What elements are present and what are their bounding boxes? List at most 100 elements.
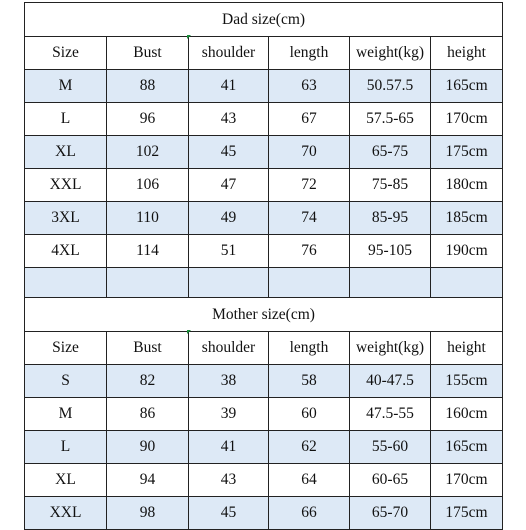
header-height: height (430, 331, 503, 365)
cell-bust: 102 (106, 135, 189, 169)
header-shoulder: shoulder (188, 36, 269, 70)
cell-height: 170cm (430, 463, 503, 497)
cell-bust: 110 (106, 201, 189, 235)
header-length: length (268, 331, 350, 365)
mother-table-title: Mother size(cm) (24, 297, 503, 332)
header-height: height (429, 36, 504, 70)
cell-length: 62 (268, 430, 350, 464)
cell-length: 72 (268, 168, 350, 202)
header-shoulder: shoulder (188, 331, 269, 365)
cell-weight (349, 267, 431, 299)
cell-height: 175cm (430, 496, 503, 530)
cell-weight: 95-105 (349, 234, 431, 268)
cell-height (429, 267, 504, 299)
table-row: XL 94 43 64 60-65 170cm (24, 463, 503, 497)
dad-header-row: Size Bust shoulder length weight(kg) hei… (24, 36, 504, 70)
cell-shoulder: 41 (188, 69, 269, 103)
table-row: XXL 98 45 66 65-70 175cm (24, 496, 503, 530)
cell-size: XXL (24, 168, 107, 202)
table-row: 4XL 114 51 76 95-105 190cm (24, 234, 504, 268)
cell-height: 185cm (429, 201, 504, 235)
cell-size (24, 267, 107, 299)
dad-table-title: Dad size(cm) (23, 2, 504, 37)
header-length: length (268, 36, 350, 70)
cell-weight: 65-75 (349, 135, 431, 169)
cell-weight: 75-85 (349, 168, 431, 202)
header-size: Size (24, 331, 107, 365)
cell-length: 64 (268, 463, 350, 497)
cell-shoulder: 49 (188, 201, 269, 235)
cell-length: 60 (268, 397, 350, 431)
cell-weight: 85-95 (349, 201, 431, 235)
cell-shoulder: 41 (188, 430, 269, 464)
cell-bust: 86 (106, 397, 189, 431)
cell-bust (106, 267, 189, 299)
cell-bust: 98 (106, 496, 189, 530)
cell-weight: 60-65 (349, 463, 431, 497)
cell-size: XL (24, 463, 107, 497)
table-row: XXL 106 47 72 75-85 180cm (24, 168, 504, 202)
cell-height: 160cm (430, 397, 503, 431)
header-weight: weight(kg) (349, 331, 431, 365)
cell-size: M (24, 69, 107, 103)
cell-shoulder: 38 (188, 364, 269, 398)
table-row-empty (24, 267, 504, 299)
cell-size: 4XL (24, 234, 107, 268)
table-row: XL 102 45 70 65-75 175cm (24, 135, 504, 169)
table-row: L 90 41 62 55-60 165cm (24, 430, 503, 464)
cell-shoulder: 51 (188, 234, 269, 268)
cell-shoulder: 39 (188, 397, 269, 431)
cell-weight: 40-47.5 (349, 364, 431, 398)
cell-shoulder: 43 (188, 102, 269, 136)
cell-size: XXL (24, 496, 107, 530)
cell-height: 190cm (429, 234, 504, 268)
cell-height: 170cm (429, 102, 504, 136)
cell-height: 165cm (430, 430, 503, 464)
cell-length: 74 (268, 201, 350, 235)
cell-weight: 50.57.5 (349, 69, 431, 103)
header-bust: Bust (106, 36, 189, 70)
cell-length: 63 (268, 69, 350, 103)
cell-size: 3XL (24, 201, 107, 235)
cell-size: M (24, 397, 107, 431)
cell-length: 70 (268, 135, 350, 169)
header-bust: Bust (106, 331, 189, 365)
cell-weight: 47.5-55 (349, 397, 431, 431)
cell-height: 180cm (429, 168, 504, 202)
cell-length: 67 (268, 102, 350, 136)
header-size: Size (24, 36, 107, 70)
cell-height: 175cm (429, 135, 504, 169)
cell-length: 66 (268, 496, 350, 530)
cell-bust: 88 (106, 69, 189, 103)
table-row: M 88 41 63 50.57.5 165cm (24, 69, 504, 103)
cell-weight: 57.5-65 (349, 102, 431, 136)
mother-header-row: Size Bust shoulder length weight(kg) hei… (24, 331, 503, 365)
cell-length: 76 (268, 234, 350, 268)
cell-shoulder (188, 267, 269, 299)
cell-bust: 94 (106, 463, 189, 497)
cell-bust: 90 (106, 430, 189, 464)
cell-weight: 55-60 (349, 430, 431, 464)
mother-size-table: Mother size(cm) Size Bust shoulder lengt… (24, 297, 503, 530)
cell-length: 58 (268, 364, 350, 398)
cell-height: 165cm (429, 69, 504, 103)
cell-shoulder: 43 (188, 463, 269, 497)
header-weight: weight(kg) (349, 36, 431, 70)
dad-size-table: Dad size(cm) Size Bust shoulder length w… (23, 2, 504, 299)
cell-shoulder: 45 (188, 496, 269, 530)
cell-shoulder: 47 (188, 168, 269, 202)
cell-size: S (24, 364, 107, 398)
cell-bust: 114 (106, 234, 189, 268)
cell-height: 155cm (430, 364, 503, 398)
cell-weight: 65-70 (349, 496, 431, 530)
cell-size: L (24, 102, 107, 136)
cell-marker-icon (187, 35, 191, 39)
cell-bust: 82 (106, 364, 189, 398)
cell-bust: 106 (106, 168, 189, 202)
cell-size: L (24, 430, 107, 464)
table-row: 3XL 110 49 74 85-95 185cm (24, 201, 504, 235)
table-row: L 96 43 67 57.5-65 170cm (24, 102, 504, 136)
cell-size: XL (24, 135, 107, 169)
table-row: M 86 39 60 47.5-55 160cm (24, 397, 503, 431)
